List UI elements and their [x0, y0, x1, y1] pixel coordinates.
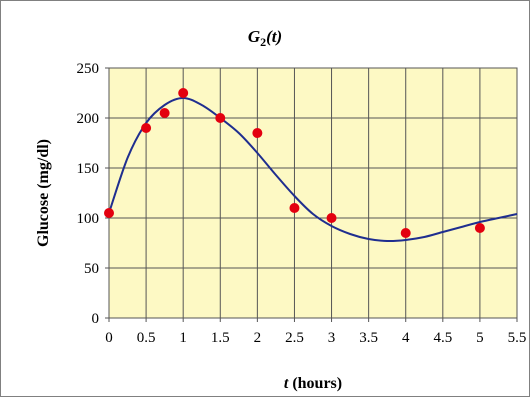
- data-point: [104, 208, 114, 218]
- x-tick-label: 0: [105, 330, 113, 346]
- y-axis-label: Glucose (mg/dl): [35, 139, 52, 247]
- data-point: [289, 203, 300, 213]
- y-tick-label: 200: [77, 111, 100, 127]
- x-tick-label: 1.5: [211, 330, 230, 346]
- data-point: [141, 123, 152, 133]
- y-tick-label: 50: [84, 261, 99, 277]
- x-tick-label: 0.5: [137, 330, 156, 346]
- data-points: [104, 88, 485, 238]
- plot-area: [108, 67, 518, 319]
- data-point: [159, 108, 170, 118]
- data-point: [400, 228, 411, 238]
- y-tick-label: 0: [92, 311, 100, 327]
- x-tick-label: 4: [402, 330, 410, 346]
- x-tick-label: 4.5: [433, 330, 452, 346]
- x-axis-label: t (hours): [284, 375, 342, 392]
- x-tick-label: 1: [179, 330, 187, 346]
- x-tick-label: 3: [328, 330, 336, 346]
- chart-title: G2(t): [248, 27, 282, 49]
- x-tick-label: 5: [476, 330, 484, 346]
- data-point: [252, 128, 263, 138]
- data-point: [326, 213, 337, 223]
- x-tick-label: 5.5: [508, 330, 527, 346]
- data-point: [215, 113, 226, 123]
- y-tick-label: 100: [77, 211, 100, 227]
- data-point: [474, 223, 485, 233]
- y-tick-label: 250: [77, 61, 100, 77]
- x-tick-label: 2: [254, 330, 262, 346]
- fitted-curve: [108, 96, 518, 243]
- x-tick-label: 2.5: [285, 330, 304, 346]
- y-tick-label: 150: [77, 161, 100, 177]
- x-tick-label: 3.5: [359, 330, 378, 346]
- y-tick-labels: 0 50 100 150 200 250: [77, 61, 100, 327]
- x-tick-labels: 0 0.5 1 1.5 2 2.5 3 3.5 4 4.5 5 5.5: [105, 330, 526, 346]
- data-point: [178, 88, 189, 98]
